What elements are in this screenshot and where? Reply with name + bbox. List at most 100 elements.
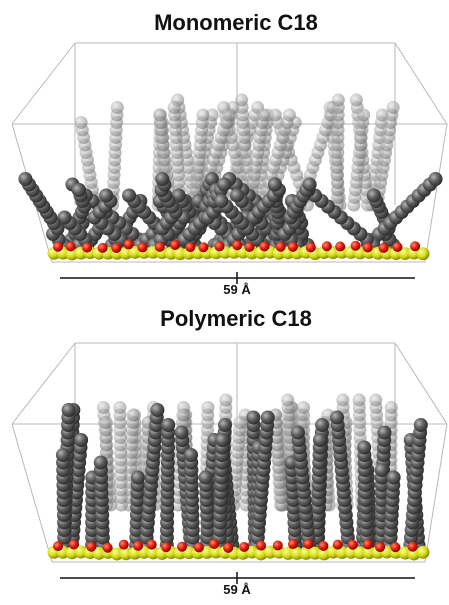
oxygen-atom: [66, 241, 76, 251]
carbon-atom: [246, 411, 260, 425]
oxygen-atom: [215, 241, 225, 251]
carbon-atom: [291, 426, 305, 440]
carbon-atom: [230, 189, 244, 203]
carbon-atom: [375, 463, 389, 477]
oxygen-atom: [119, 540, 129, 550]
carbon-atom: [387, 471, 401, 485]
oxygen-atom: [244, 242, 254, 252]
carbon-atom: [353, 394, 366, 407]
carbon-atom: [176, 409, 189, 422]
alkyl-chains: [18, 94, 442, 253]
oxygen-atom: [53, 541, 63, 551]
carbon-atom: [100, 416, 113, 429]
oxygen-atom: [390, 542, 400, 552]
carbon-atom: [218, 418, 232, 432]
oxygen-atom: [276, 242, 286, 252]
oxygen-atom: [232, 240, 242, 250]
oxygen-atom: [335, 242, 345, 252]
carbon-atom: [97, 401, 110, 414]
oxygen-atom: [147, 540, 157, 550]
oxygen-atom: [288, 242, 298, 252]
oxygen-atom: [161, 542, 171, 552]
carbon-atom: [281, 394, 294, 407]
carbon-atom: [199, 471, 213, 485]
oxygen-atom: [111, 243, 121, 253]
alkyl-chains: [56, 394, 428, 553]
carbon-atom: [313, 433, 327, 447]
silicon-atom: [417, 546, 430, 559]
oxygen-atom: [69, 540, 79, 550]
oxygen-atom: [209, 539, 219, 549]
panel: Polymeric C18 59 Å: [12, 306, 447, 597]
carbon-atom: [196, 109, 209, 122]
oxygen-atom: [137, 242, 147, 252]
scale-label: 59 Å: [223, 582, 251, 597]
carbon-atom: [377, 426, 391, 440]
carbon-atom: [99, 189, 113, 203]
carbon-atom: [161, 418, 175, 432]
carbon-atom: [385, 401, 398, 414]
oxygen-atom: [273, 540, 283, 550]
carbon-atom: [168, 101, 181, 114]
oxygen-atom: [375, 542, 385, 552]
carbon-atom: [74, 433, 88, 447]
carbon-atom: [222, 109, 235, 122]
carbon-atom: [336, 394, 349, 407]
carbon-atom: [75, 116, 88, 129]
carbon-atom: [257, 109, 270, 122]
carbon-atom: [215, 433, 229, 447]
oxygen-atom: [348, 540, 358, 550]
oxygen-atom: [392, 242, 402, 252]
oxygen-atom: [223, 543, 233, 553]
oxygen-atom: [318, 541, 328, 551]
oxygen-atom: [103, 543, 113, 553]
carbon-atom: [122, 189, 136, 203]
carbon-atom: [268, 178, 282, 192]
oxygen-atom: [177, 542, 187, 552]
carbon-atom: [261, 411, 275, 425]
carbon-atom: [332, 94, 345, 107]
oxygen-atom: [306, 242, 316, 252]
carbon-atom: [235, 94, 248, 107]
oxygen-atom: [410, 241, 420, 251]
oxygen-atom: [194, 542, 204, 552]
panel-title: Monomeric C18: [154, 10, 318, 35]
carbon-atom: [111, 101, 124, 114]
carbon-atom: [357, 109, 370, 122]
carbon-atom: [94, 456, 108, 470]
carbon-atom: [184, 448, 198, 462]
oxygen-atom: [408, 542, 418, 552]
carbon-atom: [153, 109, 166, 122]
oxygen-atom: [379, 243, 389, 253]
oxygen-atom: [256, 541, 266, 551]
oxygen-atom: [82, 243, 92, 253]
oxygen-atom: [185, 242, 195, 252]
oxygen-atom: [259, 241, 269, 251]
oxygen-atom: [124, 239, 134, 249]
oxygen-atom: [363, 539, 373, 549]
carbon-atom: [387, 101, 400, 114]
oxygen-atom: [170, 240, 180, 250]
carbon-atom: [214, 194, 228, 208]
carbon-atom: [175, 426, 189, 440]
carbon-atom: [56, 448, 70, 462]
carbon-atom: [429, 172, 443, 186]
oxygen-atom: [98, 243, 108, 253]
carbon-atom: [18, 172, 32, 186]
carbon-atom: [234, 416, 247, 429]
carbon-atom: [357, 441, 371, 455]
carbon-atom: [350, 94, 363, 107]
carbon-atom: [72, 183, 86, 197]
carbon-atom: [367, 189, 381, 203]
carbon-atom: [315, 418, 329, 432]
oxygen-atom: [363, 242, 373, 252]
carbon-atom: [219, 394, 232, 407]
oxygen-atom: [53, 242, 63, 252]
oxygen-atom: [198, 242, 208, 252]
oxygen-atom: [86, 542, 96, 552]
oxygen-atom: [351, 241, 361, 251]
carbon-atom: [217, 178, 231, 192]
carbon-atom: [303, 178, 317, 192]
scale-label: 59 Å: [223, 282, 251, 297]
carbon-atom: [113, 401, 126, 414]
